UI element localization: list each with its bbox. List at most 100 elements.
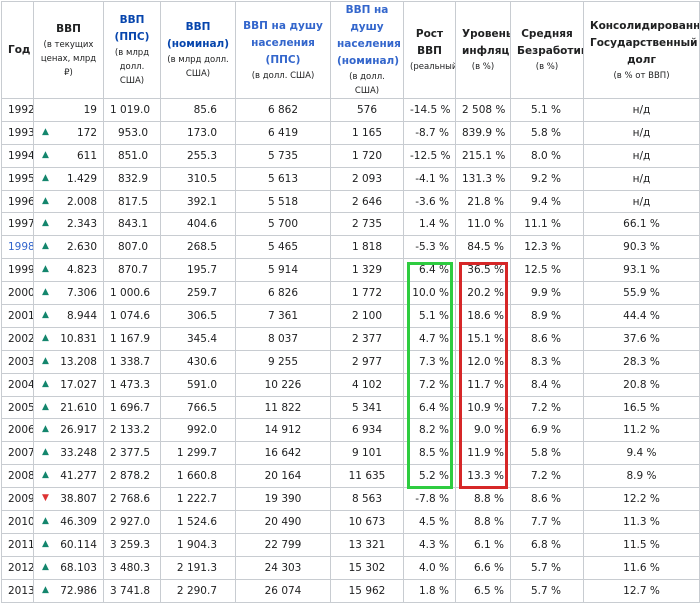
cell-text: 13 321	[348, 538, 386, 551]
table-cell: 7.2 %	[403, 372, 456, 397]
cell-text: 18.6 %	[467, 309, 504, 322]
table-cell: 11.9 %	[455, 441, 511, 466]
cell-text: 1 696.7	[110, 401, 151, 414]
cell-text: 8 037	[267, 332, 299, 345]
table-cell: 2 646	[330, 189, 404, 214]
table-cell: 839.9 %	[455, 120, 511, 145]
table-cell: 14 912	[235, 418, 331, 443]
table-cell: ▲ 1.429	[33, 166, 104, 191]
table-cell: 11 635	[330, 464, 404, 489]
cell-text: 843.1	[117, 218, 148, 231]
cell-text: 9.2 %	[530, 172, 561, 185]
data-row: 1995 ▲ 1.429 832.9 310.5 5 613 2 093 -4.1 % 131.…	[1, 166, 700, 191]
cell-text: 255.3	[186, 149, 217, 162]
table-cell: 15.1 %	[455, 326, 511, 351]
table-cell: ▲ 8.944	[33, 304, 104, 328]
table-cell: 9.0 %	[455, 418, 511, 443]
table-cell: 1 222.7	[160, 487, 236, 512]
table-cell: 11.0 %	[455, 212, 511, 237]
header-subtitle: (в % от ВВП)	[613, 70, 670, 81]
table-cell: ▼ 38.807	[33, 487, 104, 512]
table-cell: -3.6 %	[403, 189, 456, 214]
table-cell: 5 914	[235, 258, 331, 283]
table-cell: 9 101	[330, 441, 404, 466]
table-cell: 4.0 %	[403, 555, 456, 580]
table-cell: 404.6	[160, 212, 236, 237]
data-row: 2010 ▲ 46.309 2 927.0 1 524.6 20 490 10 673 4.5…	[1, 510, 700, 534]
table-cell: 8 563	[330, 487, 404, 512]
cell-text: 20.8 %	[623, 378, 660, 391]
table-cell: 7.7 %	[510, 510, 584, 534]
table-cell: ▲ 72.986	[33, 578, 104, 603]
table-cell: 8.6 %	[510, 326, 584, 351]
table-cell: 4.7 %	[403, 326, 456, 351]
table-cell: 2 927.0	[103, 510, 161, 534]
table-cell: 2 377	[330, 326, 404, 351]
cell-text: 2 977	[351, 355, 383, 368]
table-cell: 1.4 %	[403, 212, 456, 237]
table-cell: 13 321	[330, 532, 404, 557]
table-cell: 11.5 %	[583, 532, 700, 557]
cell-text: 84.5 %	[467, 241, 504, 254]
cell-text: 817.5	[117, 195, 148, 208]
table-cell: ▲ 26.917	[33, 418, 104, 443]
cell-text: 4.7 %	[418, 332, 449, 345]
cell-text: 7.2 %	[530, 401, 561, 414]
cell-text: 1994	[8, 149, 34, 162]
cell-text: -4.1 %	[415, 172, 449, 185]
table-cell: 268.5	[160, 235, 236, 260]
table-cell: 6.4 %	[403, 395, 456, 420]
table-cell: 2011	[1, 532, 34, 557]
year-link[interactable]: 1998	[8, 241, 34, 254]
table-cell: 8.9 %	[510, 304, 584, 328]
cell-text: 21.8 %	[467, 195, 504, 208]
table-cell: 6.8 %	[510, 532, 584, 557]
cell-text: 10 226	[264, 378, 302, 391]
column-header: ВВП (ППС) (в млрд долл. США)	[103, 1, 161, 99]
cell-text: 66.1 %	[623, 218, 660, 231]
data-row: 2006 ▲ 26.917 2 133.2 992.0 14 912 6 934 8.2 % 9…	[1, 418, 700, 443]
cell-text: 4 102	[351, 378, 383, 391]
cell-text: 22 799	[264, 538, 302, 551]
table-cell: 11.6 %	[583, 555, 700, 580]
header-subtitle: (в %)	[471, 62, 495, 72]
cell-text: 131.3 %	[462, 172, 506, 185]
table-cell: ▲ 2.008	[33, 189, 104, 214]
table-cell: 2 133.2	[103, 418, 161, 443]
cell-text: 1992	[8, 103, 34, 116]
cell-text: 1 772	[351, 287, 383, 300]
table-cell: 1 165	[330, 120, 404, 145]
column-header: ВВП (номинал) (в млрд долл. США)	[160, 1, 236, 99]
cell-text: 10 673	[348, 515, 386, 528]
cell-text: 2 191.3	[176, 561, 217, 574]
table-cell: 1 660.8	[160, 464, 236, 489]
cell-text: 3 480.3	[110, 561, 151, 574]
cell-text: 5 735	[267, 149, 299, 162]
cell-text: 4.823	[66, 264, 97, 277]
cell-text: 20 164	[264, 470, 302, 483]
cell-text: 1 019.0	[110, 103, 151, 116]
table-cell: 1998	[1, 235, 34, 260]
table-cell: 11.1 %	[510, 212, 584, 237]
table-cell: -12.5 %	[403, 143, 456, 168]
cell-text: 9.9 %	[530, 287, 561, 300]
table-cell: н/д	[583, 166, 700, 191]
table-cell: 1.8 %	[403, 578, 456, 603]
table-cell: 8.4 %	[510, 372, 584, 397]
table-cell: 173.0	[160, 120, 236, 145]
table-cell: 5 341	[330, 395, 404, 420]
table-cell: 20 490	[235, 510, 331, 534]
cell-text: 15.1 %	[467, 332, 504, 345]
cell-text: 807.0	[117, 241, 148, 254]
cell-text: 72.986	[60, 584, 97, 597]
cell-text: 11.7 %	[467, 378, 504, 391]
cell-text: 2004	[8, 378, 34, 391]
cell-text: 1 904.3	[176, 538, 217, 551]
trend-arrow: ▲	[42, 447, 49, 458]
table-cell: н/д	[583, 143, 700, 168]
cell-text: 5.2 %	[418, 470, 449, 483]
trend-arrow: ▼	[42, 493, 49, 504]
table-cell: ▲ 46.309	[33, 510, 104, 534]
cell-text: 1.4 %	[418, 218, 449, 231]
